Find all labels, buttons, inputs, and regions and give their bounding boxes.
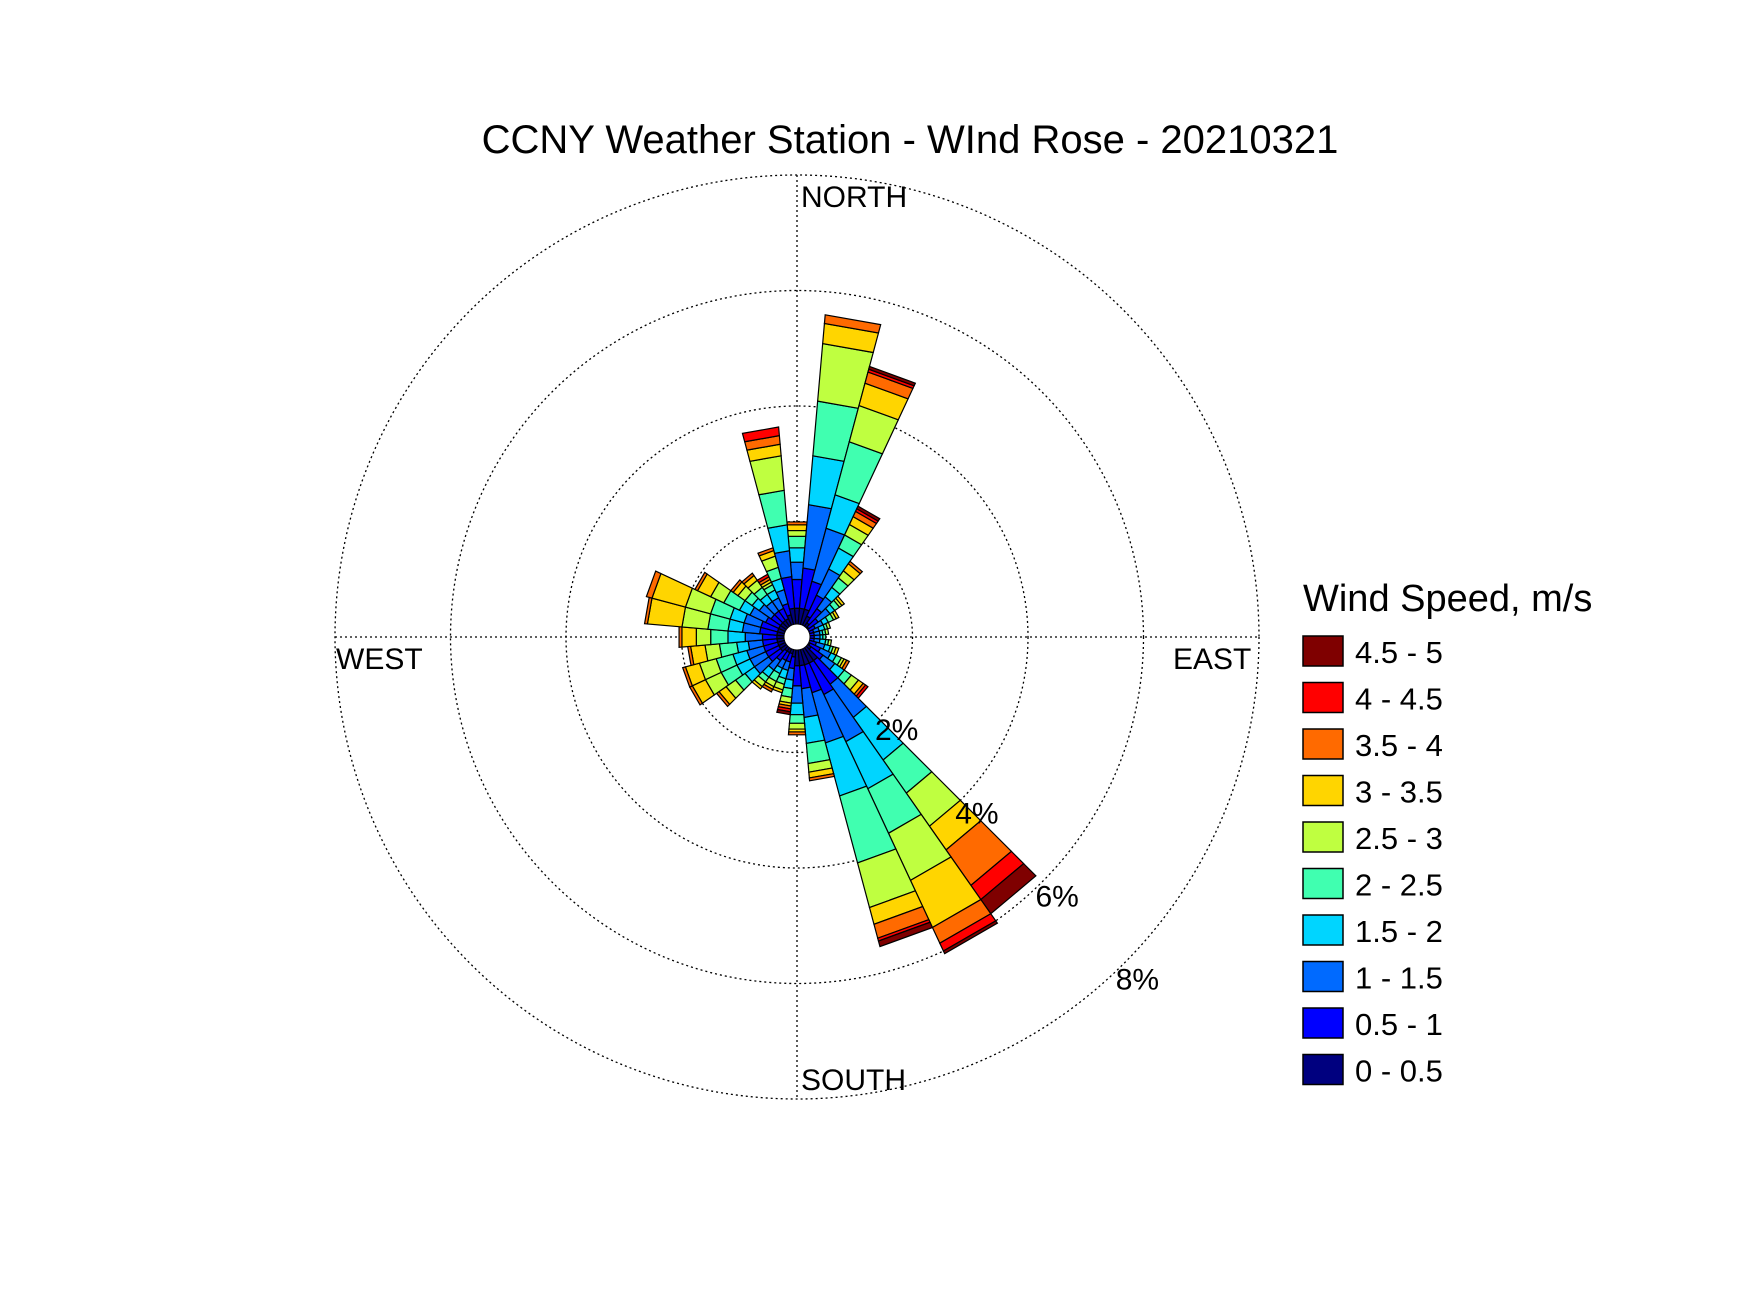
sector-0-bin-4	[787, 535, 807, 549]
sector-30-bin-9	[856, 505, 881, 522]
legend-swatch-7	[1302, 960, 1344, 993]
ring-label-4: 8%	[1116, 963, 1159, 996]
wind-sectors	[643, 314, 1037, 955]
sector-270-bin-7	[678, 626, 683, 648]
legend-swatch-1	[1302, 681, 1344, 714]
ring-label-3: 6%	[1035, 880, 1078, 913]
sector-170-bin-7	[808, 772, 836, 782]
sector-150-bin-9	[942, 920, 999, 955]
north-label: NORTH	[801, 181, 907, 214]
sector-180-bin-5	[788, 722, 806, 730]
sector-60-bin-6	[831, 609, 840, 620]
sector-350-bin-5	[749, 455, 785, 496]
sector-270-bin-4	[710, 628, 729, 646]
sector-0-bin-2	[789, 561, 805, 581]
sector-320-bin-7	[740, 572, 755, 585]
legend-swatch-0	[1302, 635, 1344, 667]
sector-40-bin-7	[847, 560, 864, 575]
west-label: WEST	[336, 643, 423, 676]
sector-180-bin-4	[788, 714, 806, 724]
sector-190-bin-9	[776, 708, 792, 716]
legend-label-2: 3.5 - 4	[1355, 728, 1443, 763]
direction-labels: NORTH SOUTH WEST EAST	[336, 181, 1251, 1097]
grid-ring-1	[680, 520, 914, 754]
sector-350-bin-8	[741, 426, 781, 443]
sector-0-bin-3	[788, 547, 806, 563]
sector-0-bin-5	[787, 529, 807, 537]
east-label: EAST	[1173, 643, 1251, 676]
legend-label-4: 2.5 - 3	[1355, 821, 1443, 856]
sector-270-bin-5	[695, 627, 712, 647]
sector-0-bin-7	[786, 521, 808, 526]
legend-label-8: 0.5 - 1	[1355, 1007, 1443, 1042]
sector-180-bin-7	[787, 731, 807, 736]
legend-label-5: 2 - 2.5	[1355, 868, 1443, 903]
legend-label-9: 0 - 0.5	[1355, 1054, 1443, 1089]
legend-swatch-5	[1302, 867, 1344, 900]
legend-label-7: 1 - 1.5	[1355, 961, 1443, 996]
sector-300-bin-7	[694, 571, 708, 592]
center-hole	[783, 623, 811, 651]
sector-290-bin-7	[645, 570, 662, 599]
sector-10-bin-7	[823, 314, 882, 334]
sector-160-bin-9	[877, 921, 934, 948]
sector-310-bin-7	[729, 578, 743, 594]
south-label: SOUTH	[801, 1064, 906, 1097]
legend-swatch-6	[1302, 914, 1344, 946]
sector-250-bin-7	[681, 666, 694, 688]
legend-swatch-3	[1302, 774, 1344, 807]
sector-80-bin-5	[824, 628, 830, 636]
legend: Wind Speed, m/s 4.5 - 5 4 - 4.5 3.5 - 4 3 -…	[1302, 578, 1592, 1089]
legend-title: Wind Speed, m/s	[1303, 578, 1592, 620]
sector-0-bin-6	[786, 524, 808, 532]
sector-50-bin-6	[834, 595, 846, 607]
sector-180-bin-3	[789, 702, 805, 716]
legend-swatch-8	[1302, 1007, 1344, 1039]
legend-label-0: 4.5 - 5	[1355, 635, 1443, 670]
ring-labels: 2% 4% 6% 8%	[875, 714, 1159, 996]
ring-label-1: 2%	[875, 714, 918, 747]
legend-swatch-2	[1302, 728, 1344, 760]
grid-ring-3	[449, 289, 1145, 985]
legend-swatch-9	[1302, 1053, 1344, 1086]
ring-label-2: 4%	[955, 797, 998, 830]
sector-350-bin-4	[758, 489, 788, 529]
legend-label-6: 1.5 - 2	[1355, 914, 1443, 949]
sector-270-bin-6	[681, 626, 697, 648]
sector-20-bin-9	[868, 365, 917, 387]
chart-title: CCNY Weather Station - WInd Rose - 20210…	[482, 118, 1339, 162]
legend-swatch-4	[1302, 821, 1344, 853]
legend-label-3: 3 - 3.5	[1355, 775, 1443, 810]
legend-label-1: 4 - 4.5	[1355, 682, 1443, 717]
sector-70-bin-5	[825, 621, 832, 630]
